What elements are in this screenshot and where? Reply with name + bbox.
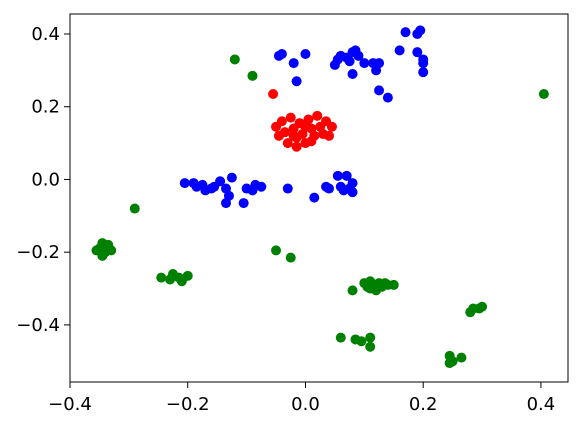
point: [477, 301, 488, 312]
point: [347, 69, 358, 79]
point: [332, 170, 343, 181]
point: [300, 121, 311, 132]
point: [412, 47, 423, 58]
point: [226, 172, 237, 183]
point: [359, 58, 370, 69]
point: [538, 89, 549, 99]
point: [341, 170, 352, 181]
point: [247, 70, 258, 81]
point: [276, 49, 287, 59]
point: [456, 352, 467, 363]
point: [288, 130, 299, 141]
point: [415, 25, 426, 36]
point: [282, 183, 293, 194]
point: [356, 336, 367, 347]
point: [179, 178, 190, 189]
point: [306, 136, 317, 147]
point: [374, 58, 385, 69]
y-tick-label: 0.2: [31, 97, 60, 118]
point: [91, 245, 102, 256]
y-tick-label: 0.4: [31, 24, 60, 45]
point: [173, 272, 184, 283]
point: [365, 283, 376, 294]
point: [324, 183, 335, 194]
point: [288, 58, 299, 69]
point: [324, 130, 335, 141]
point: [165, 274, 176, 285]
point: [271, 245, 282, 256]
point: [388, 279, 399, 290]
point: [276, 116, 287, 127]
point: [182, 270, 193, 281]
point: [347, 187, 358, 198]
point: [394, 45, 405, 56]
point: [382, 92, 393, 103]
point: [347, 178, 358, 189]
x-tick-label: −0.4: [48, 394, 92, 415]
point: [268, 89, 279, 99]
y-tick-label: −0.4: [16, 315, 60, 336]
point: [374, 85, 385, 96]
point: [215, 176, 226, 187]
plot-frame: [69, 13, 569, 383]
point: [309, 192, 320, 203]
point: [344, 56, 355, 67]
point: [100, 241, 111, 252]
point: [279, 127, 290, 138]
point: [347, 285, 358, 296]
point: [156, 272, 167, 283]
point: [400, 27, 411, 38]
point: [418, 54, 429, 65]
point: [365, 332, 376, 343]
x-tick-label: 0.2: [409, 394, 438, 415]
point: [282, 138, 293, 149]
point: [256, 181, 267, 192]
point: [238, 198, 249, 209]
point: [444, 358, 455, 369]
point: [285, 252, 296, 263]
x-tick-label: −0.2: [166, 394, 210, 415]
point: [129, 203, 140, 214]
point: [220, 198, 231, 209]
point: [312, 110, 323, 121]
y-tick-label: −0.2: [16, 242, 60, 263]
x-tick-label: 0.4: [527, 394, 556, 415]
point: [291, 76, 302, 87]
point: [418, 67, 429, 78]
point: [365, 341, 376, 352]
y-tick-label: 0.0: [31, 169, 60, 190]
point: [300, 49, 311, 59]
x-tick-label: 0.0: [291, 394, 320, 415]
point: [229, 54, 240, 65]
point: [285, 112, 296, 123]
point: [291, 141, 302, 152]
point: [335, 332, 346, 343]
point: [353, 50, 364, 61]
point: [326, 121, 337, 132]
